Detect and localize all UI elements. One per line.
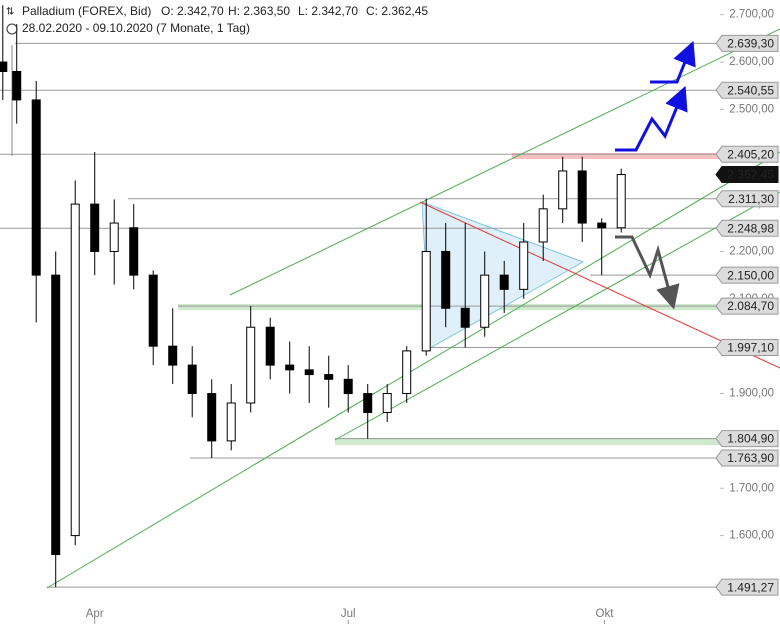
candle-body <box>51 274 61 556</box>
level-label: 1.804,90 <box>727 432 774 446</box>
y-tick-label: 2.200,00 <box>729 245 774 257</box>
candle-body <box>499 274 509 290</box>
candle-body <box>343 378 353 395</box>
level-label: 2.248,98 <box>727 221 774 235</box>
ohlc-low: L: 2.342,70 <box>298 4 358 18</box>
candle-body <box>460 307 470 328</box>
level-label-box <box>715 578 779 596</box>
x-tick-label: Okt <box>596 608 615 620</box>
candle-body <box>441 250 451 309</box>
x-tick-label: Apr <box>86 608 104 620</box>
level-label: 2.405,20 <box>727 147 774 161</box>
y-tick-label: 2.500,00 <box>729 103 774 115</box>
arrows <box>615 40 696 310</box>
level-label-box <box>715 266 779 284</box>
clock-icon <box>6 23 18 35</box>
candles <box>0 5 626 588</box>
trend-line <box>229 28 780 296</box>
candle-body <box>538 208 548 243</box>
level-label: 2.084,70 <box>727 299 774 313</box>
candle-body <box>90 203 100 252</box>
level-label-box <box>715 166 779 184</box>
y-tick-label: 2.700,00 <box>729 9 774 21</box>
candle-body <box>246 326 256 404</box>
level-label-box <box>715 81 779 99</box>
ohlc-high: H: 2.363,50 <box>228 4 290 18</box>
chart-title: Palladium (FOREX, Bid) <box>22 4 151 18</box>
scenario-arrow <box>615 235 680 310</box>
candle-body <box>0 61 8 73</box>
level-label: 2.311,30 <box>728 192 774 206</box>
candle-body <box>226 402 236 442</box>
candle-body <box>265 326 275 366</box>
header: ⇅ Palladium (FOREX, Bid) O: 2.342,70 H: … <box>6 4 428 35</box>
level-label: 1.997,10 <box>727 341 774 355</box>
candle-body <box>577 170 587 224</box>
candle-body <box>519 241 529 290</box>
candle-body <box>31 99 41 276</box>
level-label-box <box>715 297 779 315</box>
scenario-arrow <box>650 40 696 84</box>
level-label: 2.540,55 <box>727 83 774 97</box>
candle-body <box>148 274 158 347</box>
level-label-box <box>715 219 779 237</box>
candle-body <box>70 203 80 537</box>
chart-icon: ⇅ <box>6 7 14 18</box>
level-label-box <box>715 145 779 163</box>
trend-line <box>334 191 780 441</box>
candle-body <box>421 250 431 352</box>
scenario-arrow <box>615 85 688 152</box>
level-label-box <box>715 449 779 467</box>
level-label-box <box>715 34 779 52</box>
y-tick-label: 1.900,00 <box>729 388 774 400</box>
candle-body <box>402 350 412 395</box>
x-tick-label: Jul <box>341 608 356 620</box>
resistance-zone <box>512 153 720 159</box>
candle-body <box>480 274 490 328</box>
candle-body <box>558 170 568 210</box>
y-tick-label: 1.700,00 <box>729 482 774 494</box>
trend-line <box>419 201 780 369</box>
candle-body <box>168 345 178 366</box>
trend-lines <box>11 28 780 589</box>
level-label: 1.491,27 <box>727 580 774 594</box>
support-zone <box>335 438 720 445</box>
candle-body <box>285 364 295 371</box>
level-labels: 2.639,30 2.540,55 2.405,20 2.362,45 2.311,30… <box>715 34 779 596</box>
candle-body <box>597 222 607 229</box>
level-label: 1.763,90 <box>727 451 774 465</box>
candle-body <box>304 369 314 376</box>
y-tick-label: 2.600,00 <box>729 56 774 68</box>
level-label-box <box>715 430 779 448</box>
level-label: 2.150,00 <box>727 268 774 282</box>
y-tick-label: 1.600,00 <box>729 530 774 542</box>
level-lines <box>0 42 720 588</box>
candle-body <box>109 222 119 252</box>
level-label: 2.362,45 <box>727 168 774 182</box>
candle-body <box>207 393 217 442</box>
candle-body <box>129 227 139 276</box>
candle-body <box>324 374 334 380</box>
trend-line <box>46 151 780 589</box>
level-label-box <box>715 339 779 357</box>
candle-body <box>363 393 373 413</box>
level-label-box <box>715 190 779 208</box>
ohlc-open: O: 2.342,70 <box>161 4 224 18</box>
candle-body <box>616 174 626 229</box>
candle-body <box>12 71 22 101</box>
level-label: 2.639,30 <box>727 37 774 51</box>
candle-body <box>382 393 392 413</box>
candle-body <box>187 364 197 395</box>
ohlc-close: C: 2.362,45 <box>366 4 428 18</box>
chart-subtitle: 28.02.2020 - 09.10.2020 (7 Monate, 1 Tag… <box>22 21 250 35</box>
